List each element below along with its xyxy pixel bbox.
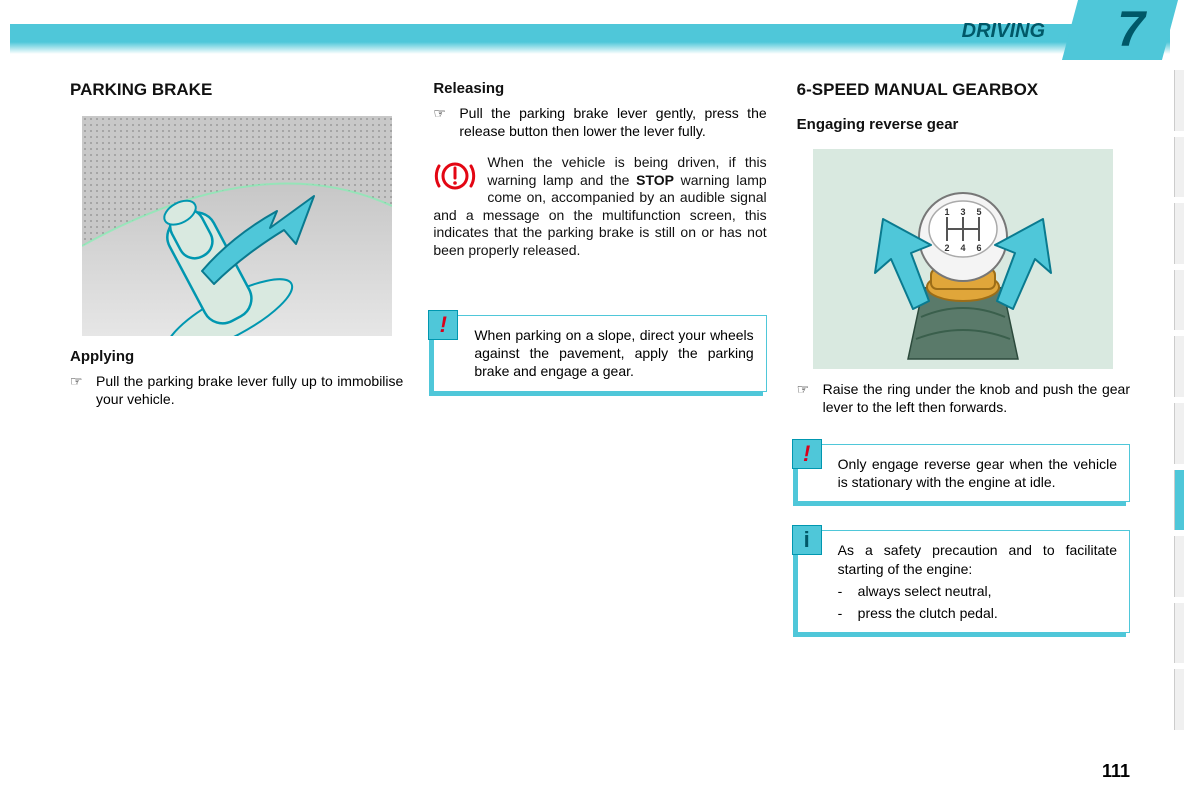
slope-note: ! When parking on a slope, direct your w… xyxy=(433,315,766,392)
side-tab xyxy=(1174,203,1184,264)
page-content: PARKING BRAKE xyxy=(70,80,1130,750)
safety-list-item: -press the clutch pedal. xyxy=(838,604,1117,622)
releasing-text: Pull the parking brake lever gently, pre… xyxy=(459,105,766,140)
gear-knob-illustration: 1 3 5 2 4 6 xyxy=(797,149,1130,369)
releasing-label: Releasing xyxy=(433,80,766,97)
bullet-mark: ☞ xyxy=(70,373,86,408)
reverse-note-text: Only engage reverse gear when the vehicl… xyxy=(838,456,1117,490)
svg-text:5: 5 xyxy=(977,207,982,217)
side-tab xyxy=(1174,270,1184,331)
gearbox-title: 6-SPEED MANUAL GEARBOX xyxy=(797,80,1130,100)
side-tabs xyxy=(1174,70,1184,730)
side-tab xyxy=(1174,603,1184,664)
column-releasing: Releasing ☞ Pull the parking brake lever… xyxy=(433,80,766,750)
side-tab xyxy=(1174,403,1184,464)
column-parking-brake: PARKING BRAKE xyxy=(70,80,403,750)
svg-text:4: 4 xyxy=(961,243,966,253)
reverse-bullet: ☞ Raise the ring under the knob and push… xyxy=(797,381,1130,416)
safety-note: i As a safety precaution and to facilita… xyxy=(797,530,1130,633)
list-mark: - xyxy=(838,604,850,622)
svg-text:1: 1 xyxy=(945,207,950,217)
slope-note-text: When parking on a slope, direct your whe… xyxy=(474,327,753,379)
list-mark: - xyxy=(838,582,850,600)
releasing-bullet: ☞ Pull the parking brake lever gently, p… xyxy=(433,105,766,140)
bullet-mark: ☞ xyxy=(433,105,449,140)
reverse-text: Raise the ring under the knob and push t… xyxy=(823,381,1130,416)
gearbox-subtitle: Engaging reverse gear xyxy=(797,116,1130,133)
warning-paragraph: When the vehicle is being driven, if thi… xyxy=(433,154,766,259)
applying-label: Applying xyxy=(70,348,403,365)
reverse-note: ! Only engage reverse gear when the vehi… xyxy=(797,444,1130,502)
brake-warning-icon xyxy=(433,154,477,198)
side-tab xyxy=(1174,536,1184,597)
column-gearbox: 6-SPEED MANUAL GEARBOX Engaging reverse … xyxy=(797,80,1130,750)
note-badge-info: i xyxy=(792,525,822,555)
warning-text-bold: STOP xyxy=(636,172,674,188)
list-text: press the clutch pedal. xyxy=(858,604,998,622)
applying-text: Pull the parking brake lever fully up to… xyxy=(96,373,403,408)
page-number: 111 xyxy=(1102,761,1130,782)
side-tab xyxy=(1174,669,1184,730)
chapter-number: 7 xyxy=(1117,0,1145,58)
parking-brake-illustration xyxy=(70,116,403,336)
list-text: always select neutral, xyxy=(858,582,992,600)
note-badge-exclaim: ! xyxy=(428,310,458,340)
bullet-mark: ☞ xyxy=(797,381,813,416)
safety-note-intro: As a safety precaution and to facilitate… xyxy=(838,541,1117,577)
section-title: DRIVING xyxy=(962,20,1045,43)
side-tab xyxy=(1174,336,1184,397)
side-tab xyxy=(1174,470,1184,531)
svg-text:3: 3 xyxy=(961,207,966,217)
parking-brake-title: PARKING BRAKE xyxy=(70,80,403,100)
svg-text:6: 6 xyxy=(977,243,982,253)
safety-list-item: -always select neutral, xyxy=(838,582,1117,600)
svg-text:2: 2 xyxy=(945,243,950,253)
note-badge-exclaim: ! xyxy=(792,439,822,469)
side-tab xyxy=(1174,70,1184,131)
applying-bullet: ☞ Pull the parking brake lever fully up … xyxy=(70,373,403,408)
side-tab xyxy=(1174,137,1184,198)
